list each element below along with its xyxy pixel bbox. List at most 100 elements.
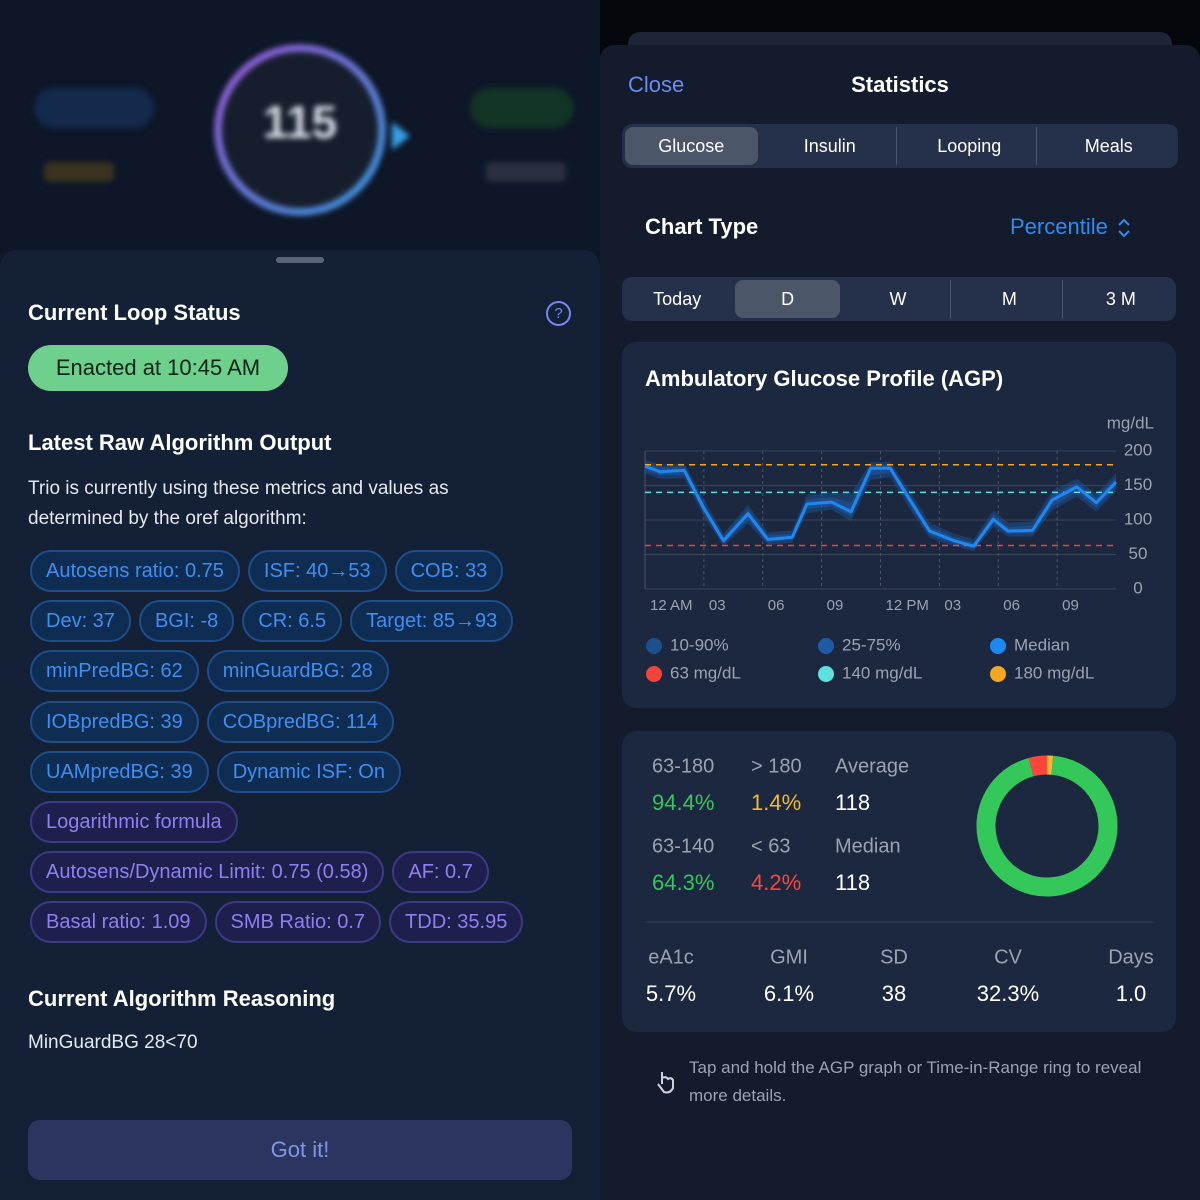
x-tick-label: 06 bbox=[768, 597, 785, 614]
segment[interactable]: Meals bbox=[1084, 136, 1133, 156]
glucose-ring: 115 bbox=[34, 44, 574, 216]
metric-label: Days bbox=[1108, 946, 1154, 968]
chip: Autosens ratio: 0.75 bbox=[30, 550, 240, 592]
sheet-title: Statistics bbox=[851, 72, 949, 97]
chart-title: Ambulatory Glucose Profile (AGP) bbox=[645, 366, 1003, 391]
chip-row: Logarithmic formula bbox=[30, 801, 238, 843]
y-unit: mg/dL bbox=[1107, 413, 1154, 432]
chip: AF: 0.7 bbox=[392, 851, 489, 894]
close-button[interactable]: Close bbox=[628, 72, 685, 97]
legend-swatch bbox=[646, 666, 662, 682]
metric-value: 38 bbox=[882, 981, 906, 1006]
y-tick-label: 0 bbox=[1133, 578, 1142, 597]
glucose-value: 115 bbox=[263, 96, 337, 148]
chip-row: IOBpredBG: 39 COBpredBG: 114 bbox=[30, 700, 395, 743]
chart-type-label: Chart Type bbox=[645, 214, 759, 239]
metric-value: 6.1% bbox=[764, 981, 814, 1006]
segment[interactable]: Looping bbox=[903, 127, 1037, 165]
legend-label: 10-90% bbox=[670, 635, 729, 654]
section-title: Current Algorithm Reasoning bbox=[28, 986, 336, 1011]
stat-label: > 180 bbox=[751, 755, 802, 777]
legend-label: 140 mg/dL bbox=[842, 663, 922, 682]
chip-row: Basal ratio: 1.09 SMB Ratio: 0.7 TDD: 35.9… bbox=[30, 901, 524, 944]
chip: TDD: 35.95 bbox=[389, 901, 524, 944]
hand-icon bbox=[657, 1072, 674, 1094]
chevrons bbox=[1118, 218, 1130, 238]
chip: Basal ratio: 1.09 bbox=[30, 901, 207, 944]
status-badge: Enacted at 10:45 AM bbox=[28, 345, 288, 391]
segment[interactable]: Glucose bbox=[625, 127, 758, 165]
x-tick-label: 12 PM bbox=[886, 597, 929, 614]
chip: COBpredBG: 114 bbox=[206, 700, 395, 743]
legend-label: 63 mg/dL bbox=[670, 663, 741, 682]
y-tick-label: 150 bbox=[1124, 475, 1152, 494]
chip: IOBpredBG: 39 bbox=[30, 700, 199, 743]
metric-label: SD bbox=[880, 946, 908, 968]
chart-type-value: Percentile bbox=[1010, 214, 1108, 239]
reasoning-text: MinGuardBG 28<70 bbox=[28, 1032, 198, 1053]
legend-swatch bbox=[990, 666, 1006, 682]
chip: minGuardBG: 28 bbox=[206, 650, 389, 693]
ring-segment bbox=[976, 755, 1118, 897]
chip-row: minPredBG: 62 minGuardBG: 28 bbox=[30, 650, 389, 693]
segment[interactable]: Today bbox=[653, 289, 702, 309]
x-tick-label: 06 bbox=[1003, 597, 1020, 614]
metric-label: eA1c bbox=[648, 946, 694, 968]
metric-value: 32.3% bbox=[977, 981, 1039, 1006]
legend-swatch bbox=[990, 638, 1006, 654]
segment[interactable]: Insulin bbox=[764, 127, 897, 165]
got-it-button[interactable]: Got it! bbox=[28, 1120, 572, 1180]
grabber[interactable] bbox=[276, 257, 324, 263]
chip-row: Dev: 37 BGI: -8 CR: 6.5 Target: 85→93 bbox=[30, 600, 514, 643]
chip: UAMpredBG: 39 bbox=[30, 750, 209, 793]
x-tick-label: 03 bbox=[709, 597, 726, 614]
metric-value: 5.7% bbox=[646, 981, 696, 1006]
legend-label: 25-75% bbox=[842, 635, 901, 654]
y-tick-label: 200 bbox=[1124, 440, 1152, 459]
stat-label: Average bbox=[835, 755, 909, 777]
segment[interactable]: W bbox=[846, 280, 952, 318]
chip: COB: 33 bbox=[394, 550, 504, 592]
segment[interactable]: M bbox=[957, 280, 1063, 318]
stat-value: 1.4% bbox=[751, 790, 801, 815]
x-tick-label: 09 bbox=[1062, 597, 1079, 614]
legend-swatch bbox=[818, 666, 834, 682]
chip: BGI: -8 bbox=[138, 600, 235, 643]
legend-swatch bbox=[646, 638, 662, 654]
legend-label: 180 mg/dL bbox=[1014, 663, 1094, 682]
stat-label: < 63 bbox=[751, 835, 790, 857]
x-tick-label: 03 bbox=[944, 597, 961, 614]
chip-row: Autosens/Dynamic Limit: 0.75 (0.58) AF: 0… bbox=[30, 851, 489, 894]
legend-swatch bbox=[818, 638, 834, 654]
chart-type-picker[interactable]: Percentile bbox=[1010, 214, 1134, 240]
description: Trio is currently using these metrics an… bbox=[28, 478, 449, 529]
x-tick-label: 12 AM bbox=[650, 597, 693, 614]
chip: Autosens/Dynamic Limit: 0.75 (0.58) bbox=[30, 851, 385, 894]
chip-row: Autosens ratio: 0.75 ISF: 40→53 COB: 33 bbox=[30, 550, 504, 592]
metric-value: 1.0 bbox=[1116, 981, 1147, 1006]
segment[interactable]: 3 M bbox=[1105, 289, 1136, 309]
stat-value: 94.4% bbox=[652, 790, 714, 815]
segment[interactable]: D bbox=[735, 280, 840, 318]
chip: ISF: 40→53 bbox=[247, 550, 387, 592]
home-background: 115 bbox=[0, 0, 600, 260]
metric-label: GMI bbox=[770, 946, 808, 968]
stat-label: 63-180 bbox=[652, 755, 714, 777]
hint: Tap and hold the AGP graph or Time-in-Ra… bbox=[689, 1058, 1142, 1105]
help-button[interactable]: ? bbox=[546, 301, 571, 326]
x-tick-label: 09 bbox=[827, 597, 844, 614]
y-tick-label: 100 bbox=[1124, 509, 1152, 528]
range-control: Today D W M 3 M bbox=[622, 277, 1176, 321]
stat-label: Median bbox=[835, 835, 901, 857]
median-line bbox=[644, 464, 1118, 548]
legend-label: Median bbox=[1014, 635, 1070, 654]
stat-value: 4.2% bbox=[751, 870, 801, 895]
percentile-band bbox=[645, 459, 1116, 552]
chip: Dev: 37 bbox=[30, 600, 131, 643]
chip: minPredBG: 62 bbox=[30, 650, 199, 693]
chip: SMB Ratio: 0.7 bbox=[214, 901, 382, 944]
chip: Dynamic ISF: On bbox=[216, 750, 401, 793]
ring-segment bbox=[1028, 755, 1048, 777]
